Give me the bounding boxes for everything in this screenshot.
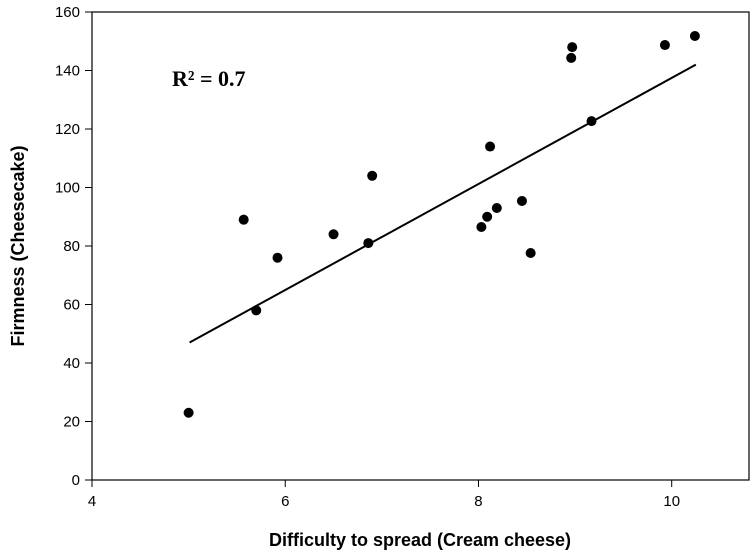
x-axis-label: Difficulty to spread (Cream cheese) — [269, 530, 571, 550]
point — [183, 407, 194, 418]
point — [586, 116, 597, 127]
x-tick-label: 6 — [281, 493, 289, 510]
point — [485, 141, 496, 152]
y-tick-label: 140 — [55, 63, 80, 80]
y-tick-label: 120 — [55, 121, 80, 138]
point — [482, 211, 493, 222]
y-tick-label: 160 — [55, 4, 80, 21]
point — [491, 202, 502, 213]
point — [363, 238, 374, 249]
y-tick-label: 60 — [63, 297, 80, 314]
point — [251, 305, 262, 316]
point — [272, 252, 283, 263]
point — [238, 214, 249, 225]
point — [566, 52, 577, 63]
point — [525, 248, 536, 259]
point — [689, 30, 700, 41]
point — [659, 40, 670, 51]
y-tick-label: 40 — [63, 355, 80, 372]
x-tick-label: 4 — [88, 493, 96, 510]
y-tick-label: 100 — [55, 180, 80, 197]
y-tick-label: 20 — [63, 414, 80, 431]
point — [476, 221, 487, 232]
point — [516, 195, 527, 206]
point — [567, 42, 578, 53]
annotation: R² = 0.7 — [172, 66, 246, 91]
x-tick-label: 8 — [474, 493, 482, 510]
point — [367, 170, 378, 181]
y-tick-label: 0 — [72, 472, 80, 489]
y-tick-label: 80 — [63, 238, 80, 255]
fit-line — [189, 63, 697, 344]
point — [328, 229, 339, 240]
x-tick-label: 10 — [663, 493, 680, 510]
y-axis-label: Firmness (Cheesecake) — [8, 145, 28, 346]
